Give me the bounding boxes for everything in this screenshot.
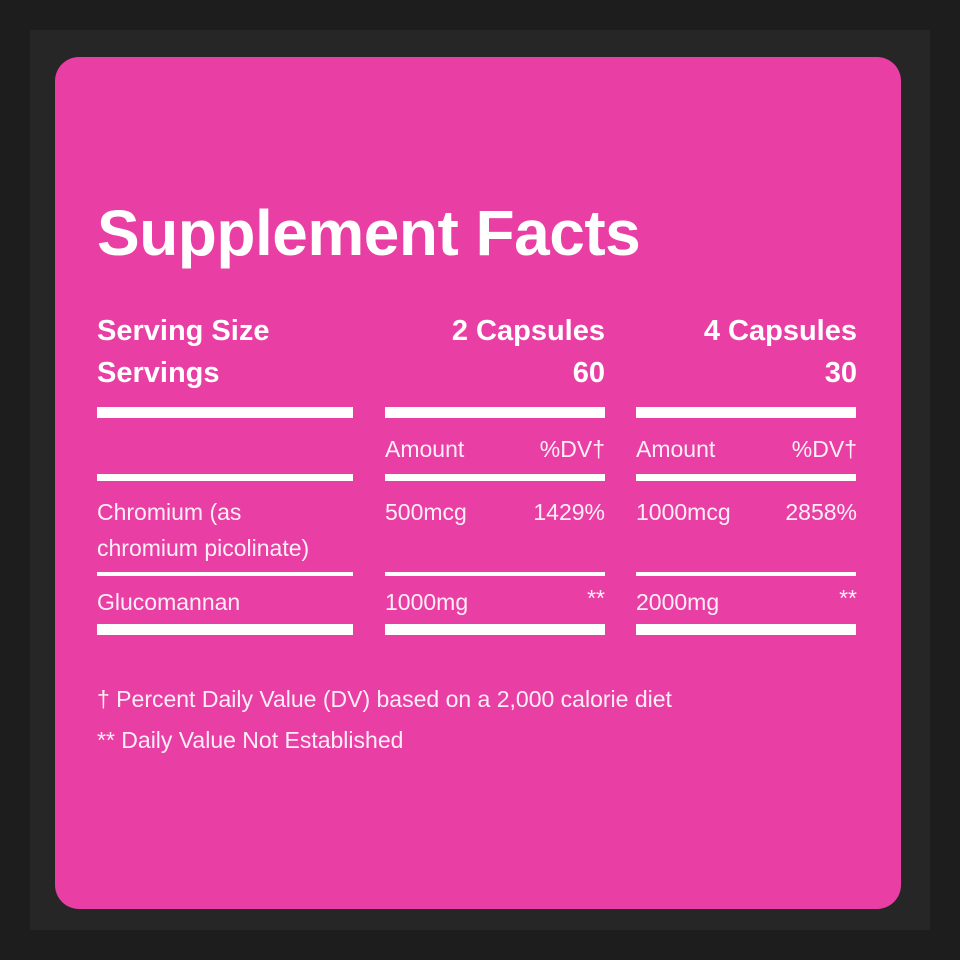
glucomannan-col1-amount: 1000mg <box>385 589 469 615</box>
col1-dv-header: %DV† <box>539 436 605 462</box>
thick-rule <box>97 624 353 635</box>
col1-serving-size: 2 Capsules <box>451 315 605 347</box>
serving-size-label: Serving Size <box>97 315 270 347</box>
chromium-name: Chromium (as <box>97 499 242 525</box>
medium-rule <box>97 474 353 481</box>
col2-dv-header: %DV† <box>791 436 857 462</box>
glucomannan-col2-dv: ** <box>839 585 857 611</box>
medium-rule <box>385 474 605 481</box>
col1-servings: 60 <box>572 357 605 389</box>
thick-rule <box>385 624 605 635</box>
glucomannan-col2-amount: 2000mg <box>636 589 720 615</box>
thick-rule <box>636 624 856 635</box>
footnote-not-established: ** Daily Value Not Established <box>97 727 404 753</box>
medium-rule <box>636 474 856 481</box>
col1-amount-header: Amount <box>385 436 465 462</box>
col2-amount-header: Amount <box>636 436 716 462</box>
chromium-col2-amount: 1000mcg <box>636 499 731 525</box>
thick-rule <box>636 407 856 418</box>
chromium-name-line2: chromium picolinate) <box>97 535 310 561</box>
chromium-col2-dv: 2858% <box>785 499 857 525</box>
thick-rule <box>385 407 605 418</box>
col2-servings: 30 <box>824 357 857 389</box>
col2-serving-size: 4 Capsules <box>703 315 857 347</box>
glucomannan-col1-dv: ** <box>587 585 605 611</box>
thin-rule <box>385 572 605 576</box>
thin-rule <box>636 572 856 576</box>
servings-label: Servings <box>97 357 220 389</box>
thin-rule <box>97 572 353 576</box>
thick-rule <box>97 407 353 418</box>
chromium-col1-dv: 1429% <box>533 499 605 525</box>
page-title: Supplement Facts <box>97 197 641 269</box>
supplement-facts-panel: Supplement Facts Serving Size Servings 2… <box>55 57 901 909</box>
footnote-dv: † Percent Daily Value (DV) based on a 2,… <box>97 686 672 712</box>
glucomannan-name: Glucomannan <box>97 589 241 615</box>
chromium-col1-amount: 500mcg <box>385 499 467 525</box>
